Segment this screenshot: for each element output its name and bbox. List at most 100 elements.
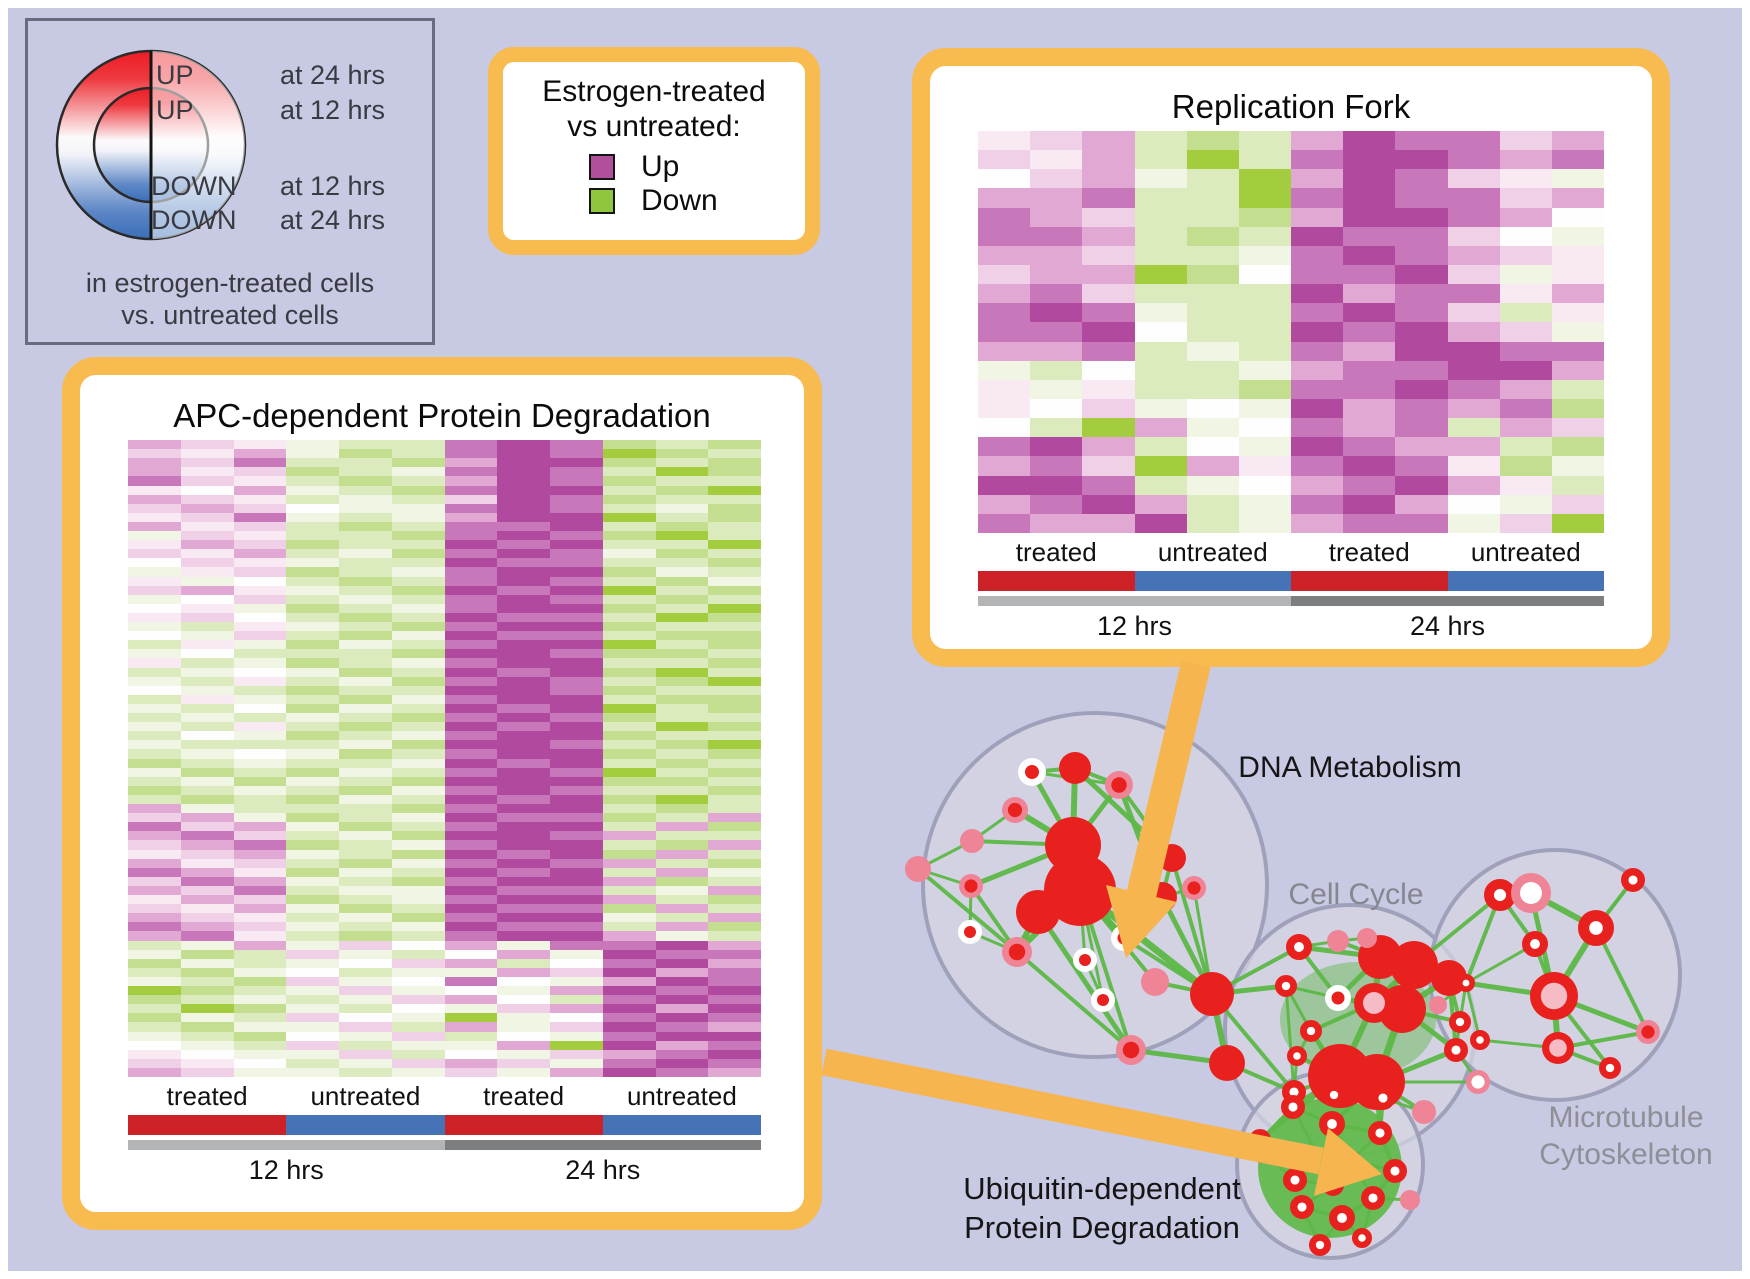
time-labels: 12 hrs 24 hrs [978,606,1604,646]
legend-time: at 12 hrs [280,171,386,201]
estrogen-legend-box: Estrogen-treated vs untreated: Up Down [488,47,820,255]
gene-node-bigpink [1542,1032,1574,1064]
heatmap-row [978,264,1604,285]
heatmap-row [128,1013,761,1023]
heatmap-row [978,418,1604,438]
heatmap-row [128,867,761,877]
panel-to-cluster-arrow-1 [1106,660,1211,958]
heatmap-row [128,631,761,641]
gene-node-phalo [1511,873,1551,913]
gene-node-pring [1105,771,1133,799]
heatmap-row [128,585,761,595]
legend-direction: DOWN [151,205,237,235]
heatmap-row [978,303,1604,323]
gene-node-pink [1327,930,1349,952]
group-label: treated [1015,536,1097,567]
treatment-group-bars [978,571,1604,591]
heatmap-row [128,976,761,986]
heatmap-row [978,437,1604,457]
cluster-label-line: Cytoskeleton [1539,1138,1713,1171]
updown-legend-box: UP at 24 hrs UP at 12 hrs DOWN at 12 hrs… [25,18,435,345]
down-color-swatch [589,188,615,214]
gene-node-rring [1599,1057,1622,1080]
group-bar [1447,571,1604,591]
updown-color-wheel [55,49,247,241]
treatment-group-bars [128,1115,761,1135]
heatmap-row [128,876,761,886]
heatmap-row [128,722,761,732]
replication-fork-heatmap-block: treated untreated treated untreated 12 hrs 24… [978,131,1604,646]
heatmap-row [128,649,761,659]
cluster-label-dna-metabolism: DNA Metabolism [1238,751,1462,784]
gene-node-rring [1522,931,1549,958]
gene-node-rring [1449,1010,1472,1033]
gene-node-bigpink [1530,972,1578,1020]
heatmap-row [128,521,761,531]
heatmap-row [128,612,761,622]
gene-node-solid [1044,854,1116,926]
heatmap-row [128,804,761,814]
treatment-group-labels: treated untreated treated untreated [128,1077,761,1115]
heatmap-row [128,931,761,941]
gene-node-solid [1209,1045,1245,1081]
gene-node-pring [959,874,983,898]
gene-node-rring [1329,1205,1356,1232]
legend-time: at 24 hrs [280,205,386,235]
heatmap-row [128,940,761,950]
heatmap-row [128,603,761,613]
estrogen-legend-item-up: Up [589,150,805,184]
heatmap-row [128,449,761,459]
estrogen-legend-title: Estrogen-treated vs untreated: [503,74,805,144]
group-bar [1134,571,1291,591]
estrogen-legend-item-down: Down [589,184,805,218]
estrogen-title-line1: Estrogen-treated [542,75,766,108]
heatmap-row [978,207,1604,227]
heatmap-row [128,776,761,786]
heatmap-row [128,794,761,804]
heatmap-row [978,379,1604,399]
gene-node-pink [960,829,984,853]
heatmap-row [128,767,761,777]
heatmap-row [128,622,761,632]
heatmap-row [978,169,1604,189]
gene-node-pring [1002,797,1028,823]
heatmap-row [128,549,761,559]
group-label: treated [1328,536,1410,567]
cluster-label-line: Protein Degradation [964,1210,1240,1245]
network-nodes [905,752,1660,1257]
gene-node-solid [1059,752,1091,784]
heatmap-row [128,749,761,759]
heatmap-row [128,1004,761,1014]
group-label: treated [483,1080,565,1111]
time-label: 12 hrs [1096,610,1173,641]
legend-time: at 24 hrs [280,60,386,90]
legend-direction: DOWN [151,171,237,201]
cluster-label-line: Ubiquitin-dependent [963,1171,1241,1206]
heatmap-row [978,131,1604,151]
heatmap-row [128,1067,761,1077]
heatmap-row [978,494,1604,514]
heatmap [128,440,761,1077]
heatmap-row [128,885,761,895]
heatmap-row [128,458,761,468]
heatmap-row [128,1022,761,1032]
heatmap-row [978,456,1604,476]
gene-node-rring [1620,867,1645,892]
apc-title: APC-dependent Protein Degradation [173,397,711,434]
time-bars [128,1140,761,1150]
panel-to-cluster-arrow-2 [821,1048,1382,1196]
heatmap-row [128,567,761,577]
apc-heatmap-block: treated untreated treated untreated 12 hrs 24… [128,440,761,1190]
legend-direction: UP [156,95,194,125]
gene-node-pink [1357,928,1377,948]
time-label: 24 hrs [565,1154,641,1185]
group-label: untreated [1157,536,1268,567]
heatmap-row [128,576,761,586]
estrogen-legend-items: Up Down [589,150,805,218]
gene-node-pink [1412,1100,1436,1124]
time-bars [978,596,1604,606]
heatmap-row [128,558,761,568]
gene-node-rring [1286,934,1313,961]
heatmap-row [128,1031,761,1041]
